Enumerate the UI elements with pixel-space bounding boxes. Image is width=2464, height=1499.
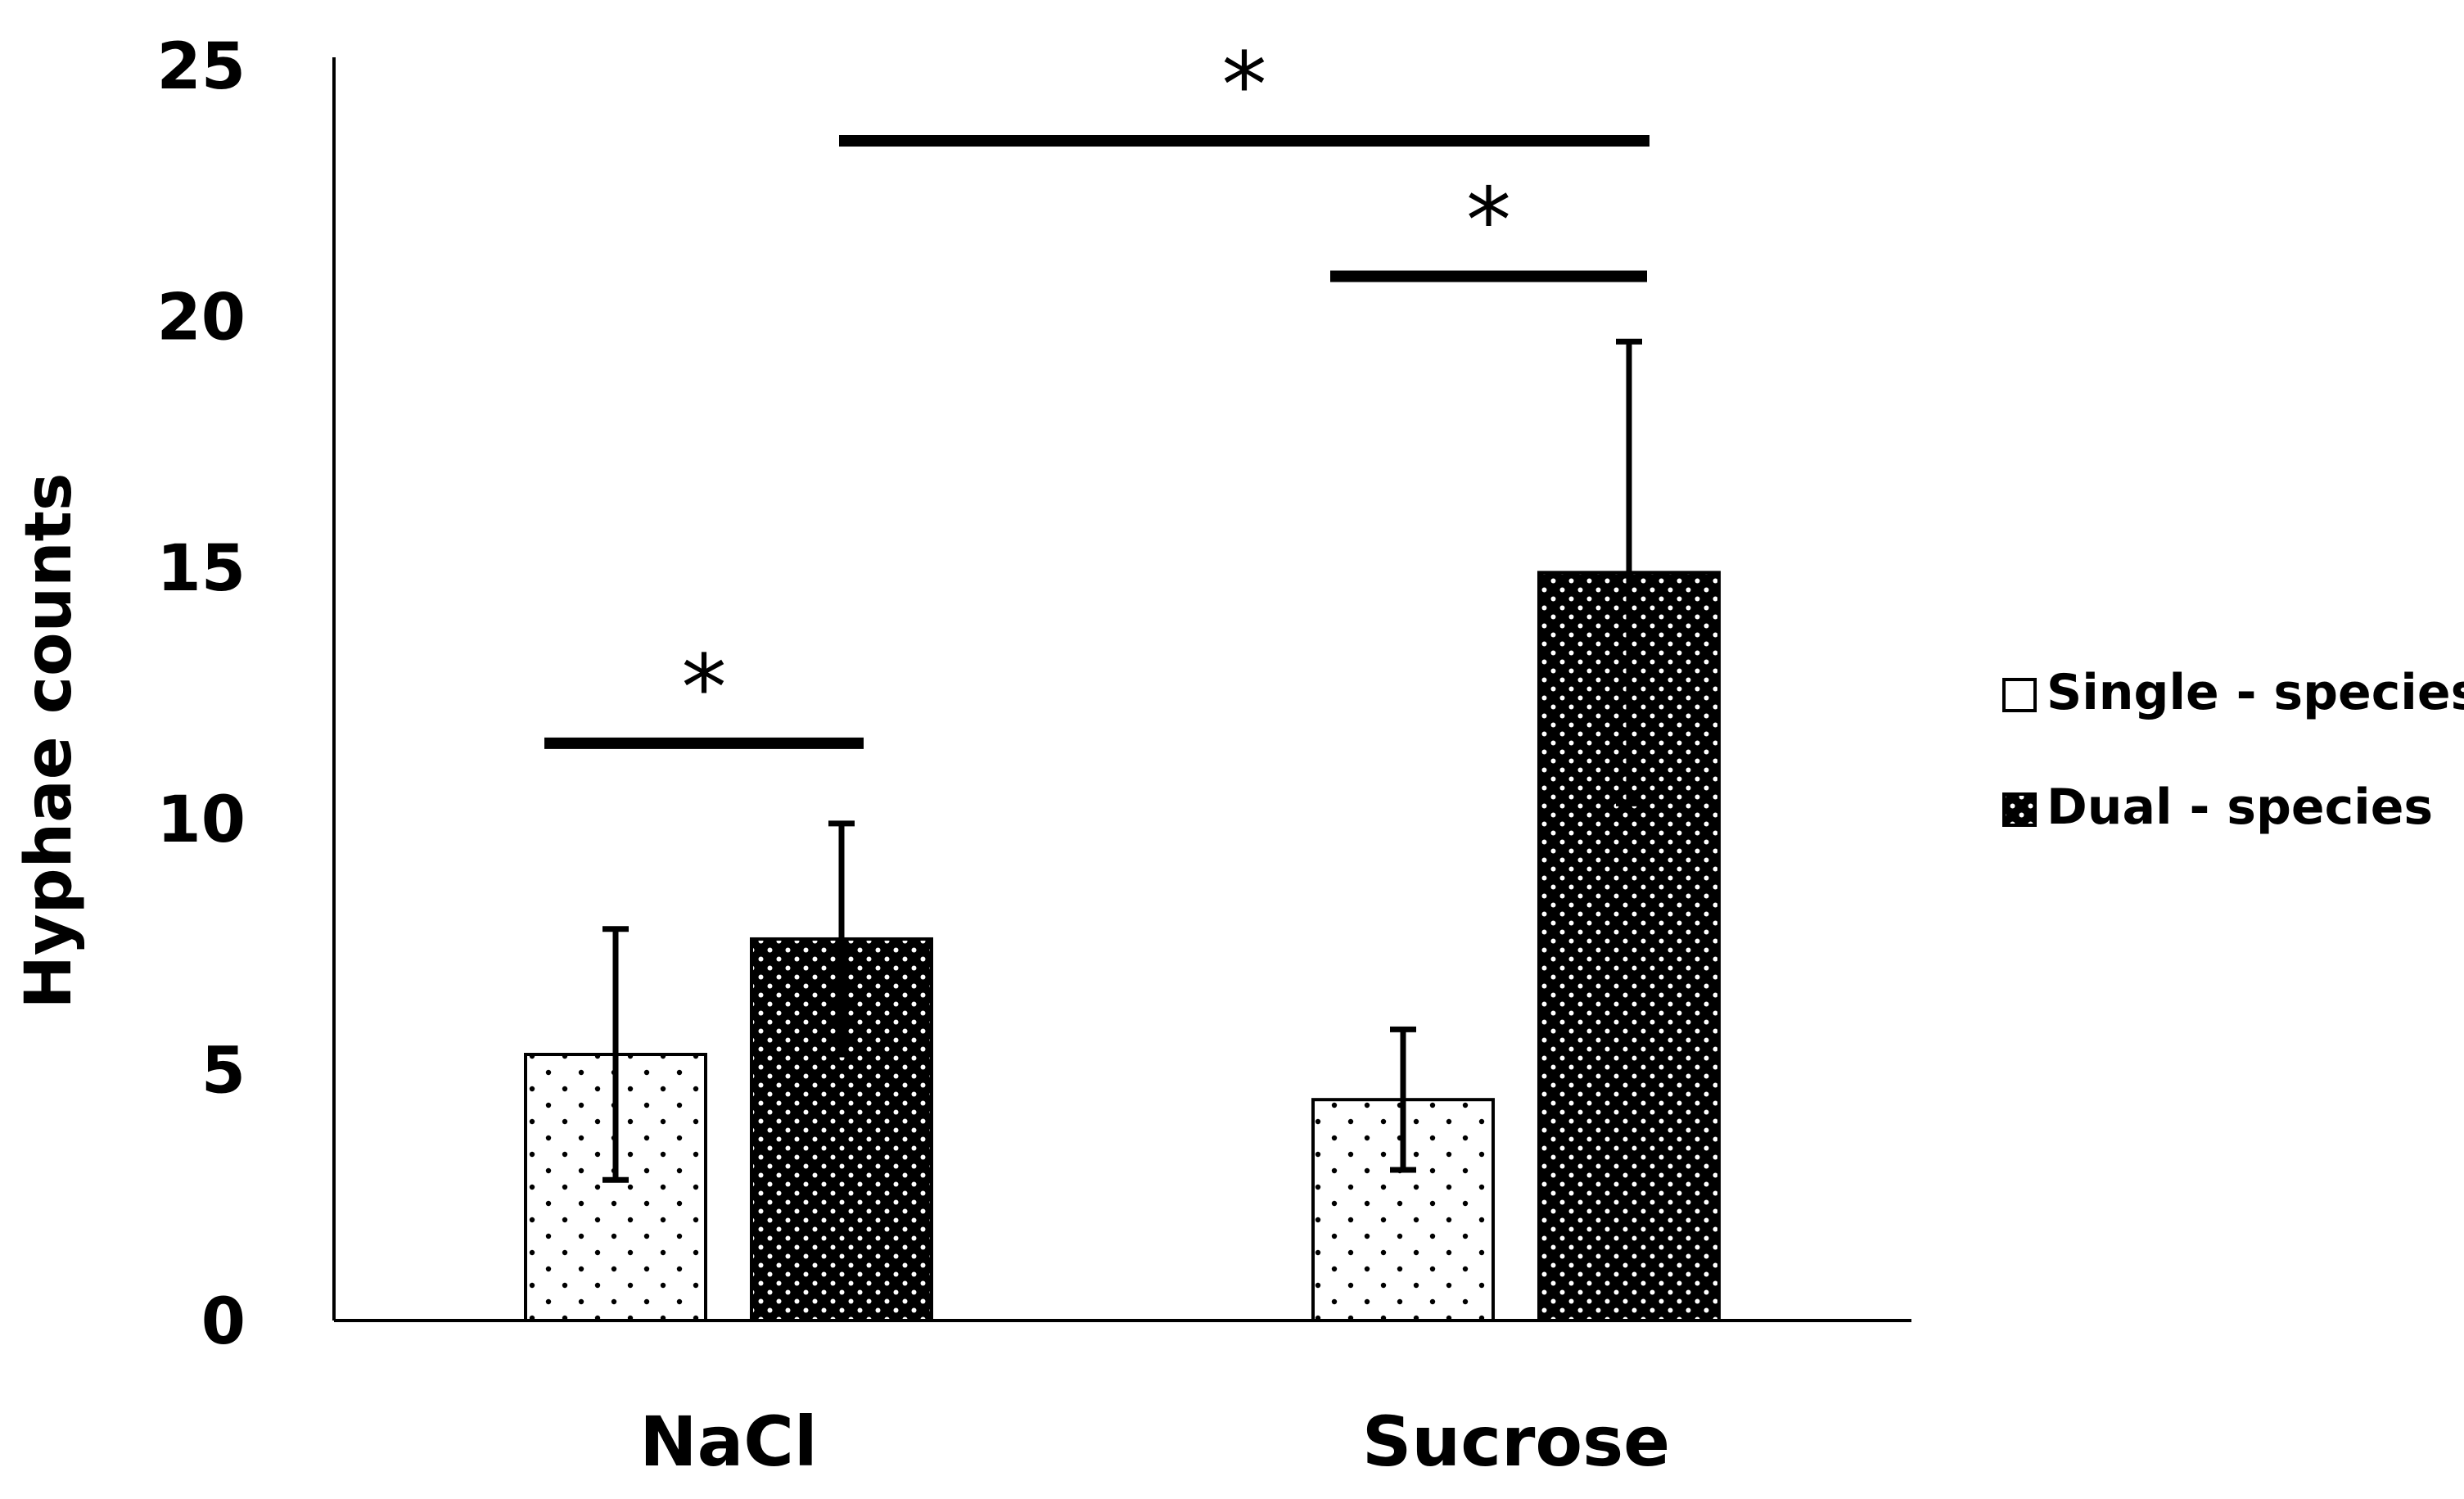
legend-item: Dual - species: [2002, 779, 2433, 836]
error-bar: [828, 820, 855, 1058]
significance-marker: *: [1222, 33, 1267, 138]
y-tick-label: 5: [201, 1034, 246, 1108]
y-axis-title: Hyphae counts: [12, 473, 86, 1009]
legend-label: Dual - species: [2047, 779, 2433, 836]
x-tick-label: Sucrose: [1362, 1402, 1670, 1482]
y-tick-label: 25: [156, 30, 246, 104]
significance-marker: *: [682, 635, 727, 740]
error-bar: [1616, 338, 1642, 806]
y-tick-label: 10: [156, 783, 246, 857]
significance-marker: *: [1466, 169, 1511, 273]
legend: Single - species Dual - species: [2002, 664, 2464, 836]
error-bar: [1390, 1026, 1416, 1173]
y-tick-label: 0: [201, 1285, 246, 1359]
legend-item: Single - species: [2002, 664, 2464, 721]
error-bar: [602, 926, 629, 1183]
y-tick-label: 15: [156, 532, 246, 606]
legend-label: Single - species: [2047, 664, 2464, 721]
x-tick-label: NaCl: [639, 1402, 817, 1482]
legend-swatch: [2002, 678, 2037, 712]
plot-area: * * *: [524, 33, 1721, 1323]
y-axis: 0 5 10 15 20 25: [156, 30, 336, 1359]
x-axis: NaCl Sucrose: [334, 1319, 1911, 1482]
y-tick-label: 20: [156, 282, 246, 355]
legend-swatch: [2002, 792, 2037, 827]
